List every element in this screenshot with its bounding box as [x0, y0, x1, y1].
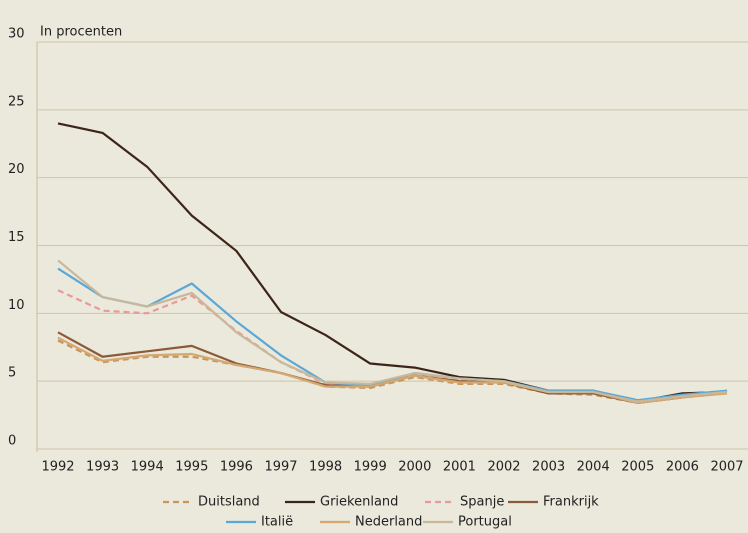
- x-tick-label: 2003: [532, 460, 565, 475]
- x-tick-label: 2002: [487, 460, 520, 475]
- background: [0, 0, 748, 533]
- x-tick-label: 1992: [41, 460, 74, 475]
- y-tick-label: 10: [8, 298, 25, 313]
- x-tick-label: 1994: [131, 460, 164, 475]
- legend-label: Nederland: [355, 515, 422, 530]
- legend-label: Duitsland: [198, 495, 260, 510]
- y-tick-label: 30: [8, 27, 25, 42]
- x-tick-label: 1998: [309, 460, 342, 475]
- x-tick-label: 2000: [398, 460, 431, 475]
- legend-label: Griekenland: [320, 495, 398, 510]
- y-axis-title: In procenten: [40, 25, 122, 40]
- y-tick-label: 15: [8, 230, 25, 245]
- legend-label: Italië: [261, 515, 293, 530]
- x-tick-label: 1995: [175, 460, 208, 475]
- x-tick-label: 2005: [621, 460, 654, 475]
- legend-label: Spanje: [460, 495, 504, 510]
- x-tick-label: 1999: [354, 460, 387, 475]
- legend-label: Frankrijk: [543, 495, 599, 510]
- x-tick-label: 2006: [666, 460, 699, 475]
- x-tick-label: 1997: [264, 460, 297, 475]
- x-tick-label: 2004: [577, 460, 610, 475]
- x-tick-label: 1993: [86, 460, 119, 475]
- chart: In procenten 0 5 10 15 20 25 30 1992 1993 1994 199…: [0, 0, 748, 533]
- y-tick-label: 0: [8, 434, 16, 449]
- x-tick-label: 1996: [220, 460, 253, 475]
- y-tick-label: 5: [8, 366, 16, 381]
- x-tick-label: 2001: [443, 460, 476, 475]
- legend-label: Portugal: [458, 515, 512, 530]
- y-tick-label: 25: [8, 94, 25, 109]
- y-tick-label: 20: [8, 162, 25, 177]
- x-tick-label: 2007: [710, 460, 743, 475]
